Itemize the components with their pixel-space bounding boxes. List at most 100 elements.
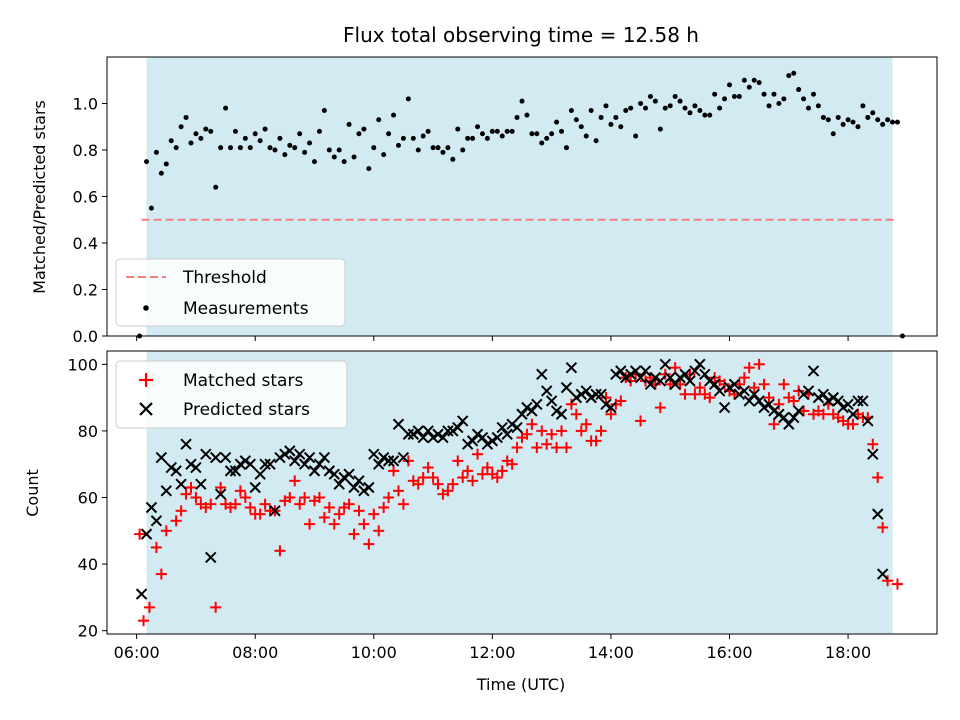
matched-star-point <box>882 575 894 587</box>
predicted-star-point <box>377 451 390 464</box>
predicted-star-point <box>135 588 148 600</box>
y-tick-label: 20 <box>78 622 98 641</box>
legend-matched-label: Matched stars <box>183 371 303 391</box>
predicted-star-point <box>200 448 212 460</box>
measurement-point <box>425 128 431 134</box>
measurement-point <box>287 142 293 148</box>
measurement-point <box>153 149 159 155</box>
matched-star-point <box>378 501 390 513</box>
matched-star-point <box>472 448 484 460</box>
measurement-point <box>781 96 787 102</box>
top-y-axis-label: Matched/Predicted stars <box>30 100 49 294</box>
predicted-star-point <box>516 408 528 420</box>
predicted-star-point <box>501 428 513 440</box>
measurement-point <box>885 117 891 123</box>
predicted-star-point <box>639 365 652 377</box>
predicted-star-point <box>610 368 622 381</box>
predicted-star-point <box>185 458 197 470</box>
predicted-star-point <box>595 388 607 400</box>
matched-star-point <box>180 488 192 500</box>
measurement-point <box>563 145 569 151</box>
predicted-stars-points <box>135 358 889 600</box>
matched-star-point <box>457 472 469 484</box>
predicted-star-point <box>847 408 859 420</box>
matched-star-point <box>753 358 765 370</box>
matched-star-point <box>546 428 558 440</box>
measurement-point <box>890 119 896 125</box>
bottom-panel: 20 40 60 80 100 06:00 08:00 10:00 12:00 14:00 16:… <box>23 350 938 694</box>
measurement-point <box>208 128 214 134</box>
matched-star-point <box>476 468 488 480</box>
predicted-star-point <box>338 471 350 484</box>
measurement-point <box>647 94 653 100</box>
matched-star-point <box>595 425 607 437</box>
measurement-point <box>801 96 807 102</box>
matched-star-point <box>580 418 592 430</box>
measurement-point <box>870 110 876 116</box>
matched-star-point <box>210 601 222 613</box>
predicted-star-point <box>323 465 336 477</box>
measurement-point <box>504 128 510 134</box>
y-tick-label: 40 <box>78 555 98 574</box>
matched-star-point <box>773 398 785 410</box>
measurement-point <box>405 96 411 102</box>
measurement-point <box>613 114 619 120</box>
predicted-star-point <box>234 458 247 470</box>
measurement-point <box>855 124 861 130</box>
measurement-point <box>707 112 713 118</box>
measurement-point <box>766 103 772 109</box>
y-tick-label: 100 <box>67 355 98 374</box>
y-tick-label: 0.4 <box>73 234 98 253</box>
predicted-star-point <box>452 421 464 434</box>
measurement-point <box>356 131 362 137</box>
measurement-point <box>144 159 150 165</box>
matched-star-point <box>348 528 360 540</box>
predicted-star-point <box>852 395 864 407</box>
measurement-point <box>223 105 229 111</box>
matched-star-point <box>368 508 380 520</box>
measurement-point <box>667 103 673 109</box>
measurement-point <box>465 135 471 141</box>
measurement-point <box>371 145 377 151</box>
measurement-point <box>242 135 248 141</box>
predicted-star-point <box>862 415 874 427</box>
measurement-point <box>475 124 481 130</box>
measurement-point <box>312 159 317 165</box>
predicted-star-point <box>812 391 825 404</box>
measurement-point <box>213 184 219 190</box>
matched-star-point <box>190 491 202 503</box>
predicted-star-point <box>417 431 429 444</box>
y-tick-label: 0.6 <box>73 188 98 207</box>
measurement-point <box>381 152 387 158</box>
measurement-point <box>825 117 831 123</box>
predicted-star-point <box>708 378 721 391</box>
measurement-point <box>573 117 579 123</box>
predicted-star-point <box>788 411 800 424</box>
predicted-star-point <box>649 371 662 384</box>
predicted-star-point <box>328 468 340 480</box>
y-tick-label: 0.0 <box>73 327 98 346</box>
predicted-star-point <box>476 431 489 444</box>
predicted-star-point <box>259 458 271 470</box>
measurement-point <box>272 147 278 153</box>
measurement-point <box>791 70 797 76</box>
bottom-legend: Matched stars Predicted stars <box>115 360 348 429</box>
measurement-point <box>608 121 614 127</box>
measurement-point <box>445 145 451 151</box>
top-x-ticks <box>136 336 849 341</box>
predicted-star-point <box>560 381 573 394</box>
predicted-star-point <box>526 405 538 417</box>
matched-star-point <box>496 465 508 477</box>
predicted-star-point <box>792 405 805 417</box>
matched-star-point <box>506 458 518 470</box>
predicted-star-point <box>536 368 548 381</box>
matched-star-point <box>679 388 691 400</box>
y-tick-label: 1.0 <box>73 95 98 114</box>
predicted-star-point <box>368 448 380 460</box>
measurement-point <box>559 128 565 134</box>
matched-star-point <box>422 462 434 474</box>
predicted-star-point <box>249 481 261 494</box>
measurement-point <box>218 145 224 151</box>
measurement-point <box>479 131 485 137</box>
measurement-point <box>346 121 352 127</box>
